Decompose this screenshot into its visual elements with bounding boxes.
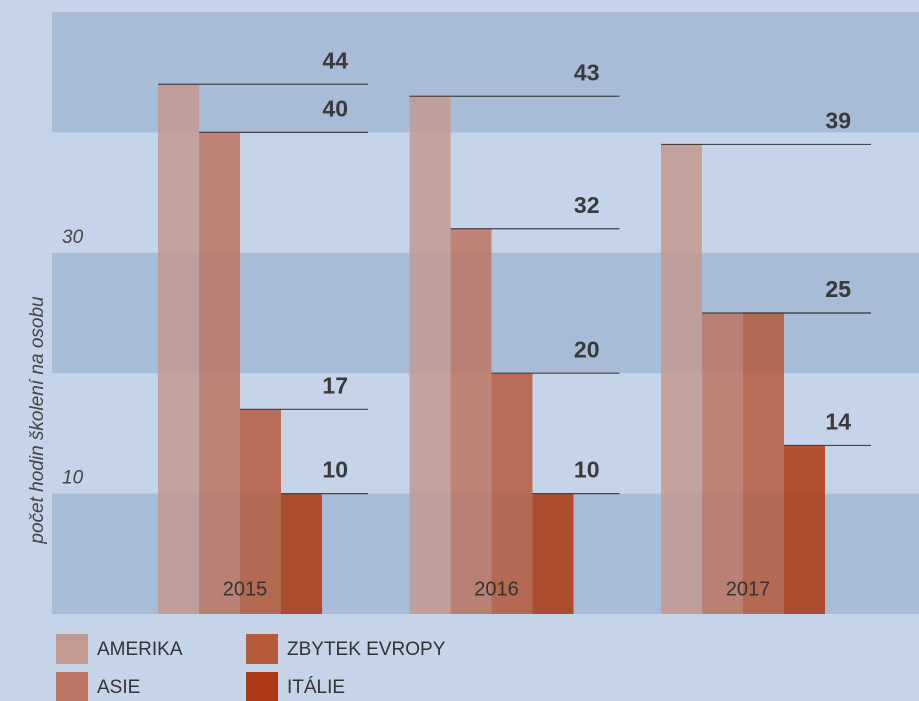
bar [743, 313, 784, 614]
legend-label: AMERIKA [97, 639, 183, 660]
x-tick-label: 2015 [223, 578, 268, 600]
data-label: 32 [574, 192, 600, 218]
y-axis-label: počet hodin školení na osobu [27, 296, 48, 545]
data-label: 25 [825, 276, 851, 302]
legend-swatch [56, 672, 88, 701]
data-label: 40 [322, 95, 348, 121]
data-label: 10 [322, 457, 348, 483]
bar [661, 144, 702, 614]
data-label: 10 [574, 457, 600, 483]
legend-swatch [246, 672, 278, 701]
data-label: 17 [322, 372, 348, 398]
bar [532, 493, 574, 614]
bar [450, 228, 492, 614]
data-label: 25 [825, 276, 851, 302]
bar [281, 493, 322, 614]
legend-swatch [56, 634, 88, 664]
x-tick-label: 2016 [474, 578, 519, 600]
x-tick-label: 2017 [726, 578, 771, 600]
data-label: 14 [825, 409, 851, 435]
legend-label: ITÁLIE [287, 677, 345, 698]
bar [240, 409, 281, 614]
data-label: 39 [825, 108, 851, 134]
bar [491, 373, 533, 614]
bar [199, 132, 240, 614]
bar [702, 313, 743, 614]
y-tick-label: 10 [62, 468, 84, 489]
legend-label: ASIE [97, 677, 140, 698]
bar [409, 96, 451, 614]
data-label: 44 [322, 47, 348, 73]
bar [158, 84, 199, 615]
legend-swatch [246, 634, 278, 664]
data-label: 20 [574, 336, 600, 362]
y-tick-label: 30 [62, 227, 84, 248]
data-label: 43 [574, 59, 600, 85]
legend-label: ZBYTEK EVROPY [287, 639, 446, 660]
bar [784, 445, 825, 614]
